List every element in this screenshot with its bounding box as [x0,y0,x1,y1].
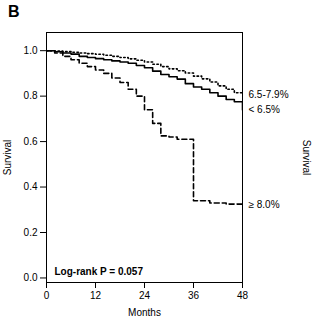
svg-text:0.4: 0.4 [24,181,38,192]
svg-text:0.2: 0.2 [24,227,38,238]
svg-text:Survival: Survival [301,140,312,176]
svg-text:0: 0 [44,290,50,301]
svg-text:1.0: 1.0 [24,45,38,56]
svg-text:Months: Months [128,307,161,318]
svg-text:Survival: Survival [2,140,13,176]
svg-text:0.0: 0.0 [24,272,38,283]
svg-text:Log-rank P = 0.057: Log-rank P = 0.057 [55,266,144,277]
svg-text:48: 48 [237,290,249,301]
svg-text:12: 12 [90,290,102,301]
html-text:B: B [8,3,20,20]
svg-text:24: 24 [139,290,151,301]
svg-text:0.6: 0.6 [24,136,38,147]
svg-text:6.5-7.9%: 6.5-7.9% [249,89,289,100]
svg-text:≥ 8.0%: ≥ 8.0% [249,199,280,210]
svg-text:< 6.5%: < 6.5% [249,104,281,115]
svg-text:0.8: 0.8 [24,90,38,101]
svg-text:36: 36 [188,290,200,301]
